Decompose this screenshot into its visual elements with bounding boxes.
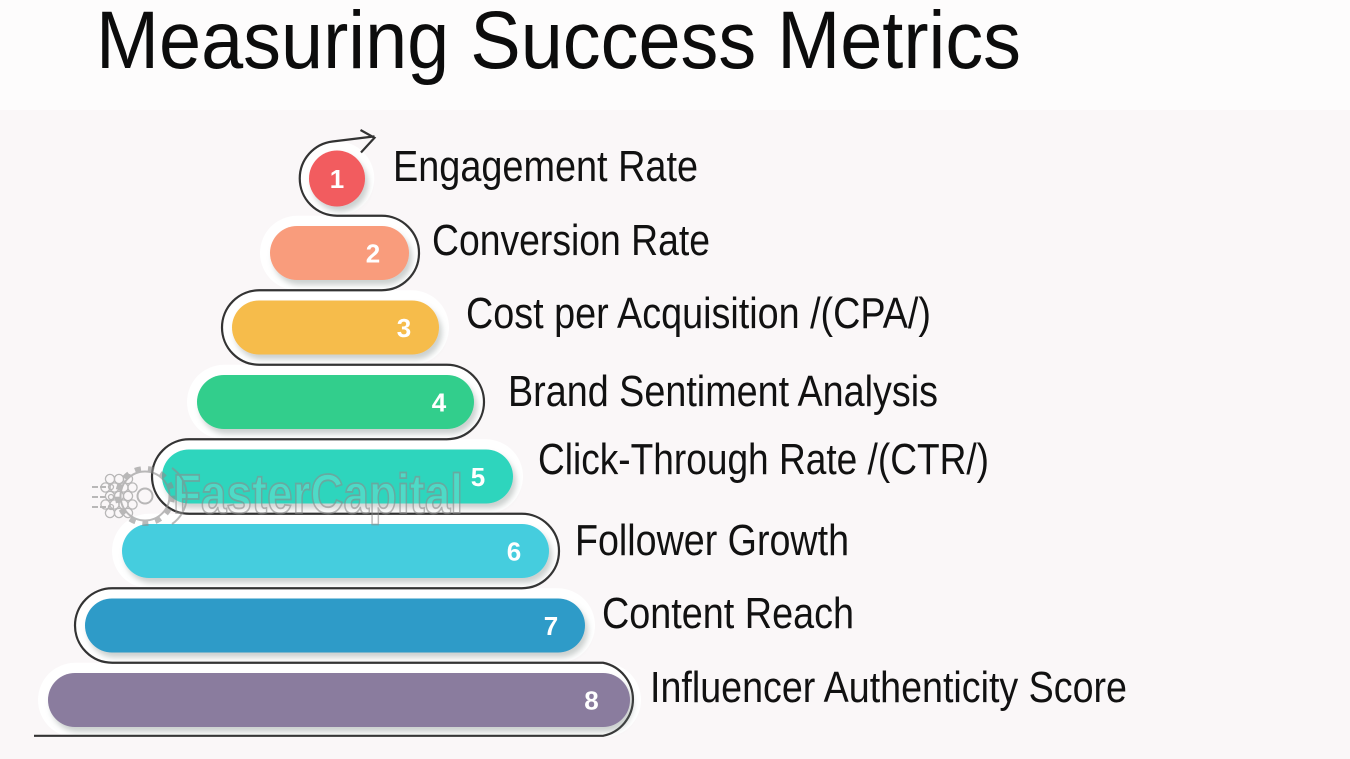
svg-text:Cost per Acquisition /(CPA/): Cost per Acquisition /(CPA/) — [466, 289, 931, 338]
svg-text:3: 3 — [397, 313, 411, 343]
svg-text:2: 2 — [366, 239, 380, 269]
svg-text:Click-Through Rate /(CTR/): Click-Through Rate /(CTR/) — [538, 435, 989, 484]
svg-text:Engagement Rate: Engagement Rate — [393, 142, 698, 191]
svg-text:5: 5 — [471, 462, 485, 492]
svg-text:8: 8 — [584, 686, 598, 716]
svg-text:4: 4 — [432, 388, 447, 418]
svg-text:Brand Sentiment Analysis: Brand Sentiment Analysis — [508, 367, 938, 416]
svg-text:Conversion Rate: Conversion Rate — [432, 216, 710, 265]
svg-text:Measuring Success Metrics: Measuring Success Metrics — [96, 0, 1021, 86]
svg-text:Influencer Authenticity Score: Influencer Authenticity Score — [650, 663, 1127, 712]
svg-text:6: 6 — [507, 537, 521, 567]
svg-text:FasterCapital: FasterCapital — [173, 462, 463, 525]
svg-text:1: 1 — [330, 164, 344, 194]
svg-text:Content Reach: Content Reach — [602, 589, 854, 638]
svg-text:7: 7 — [544, 611, 558, 641]
svg-text:Follower Growth: Follower Growth — [575, 516, 849, 565]
